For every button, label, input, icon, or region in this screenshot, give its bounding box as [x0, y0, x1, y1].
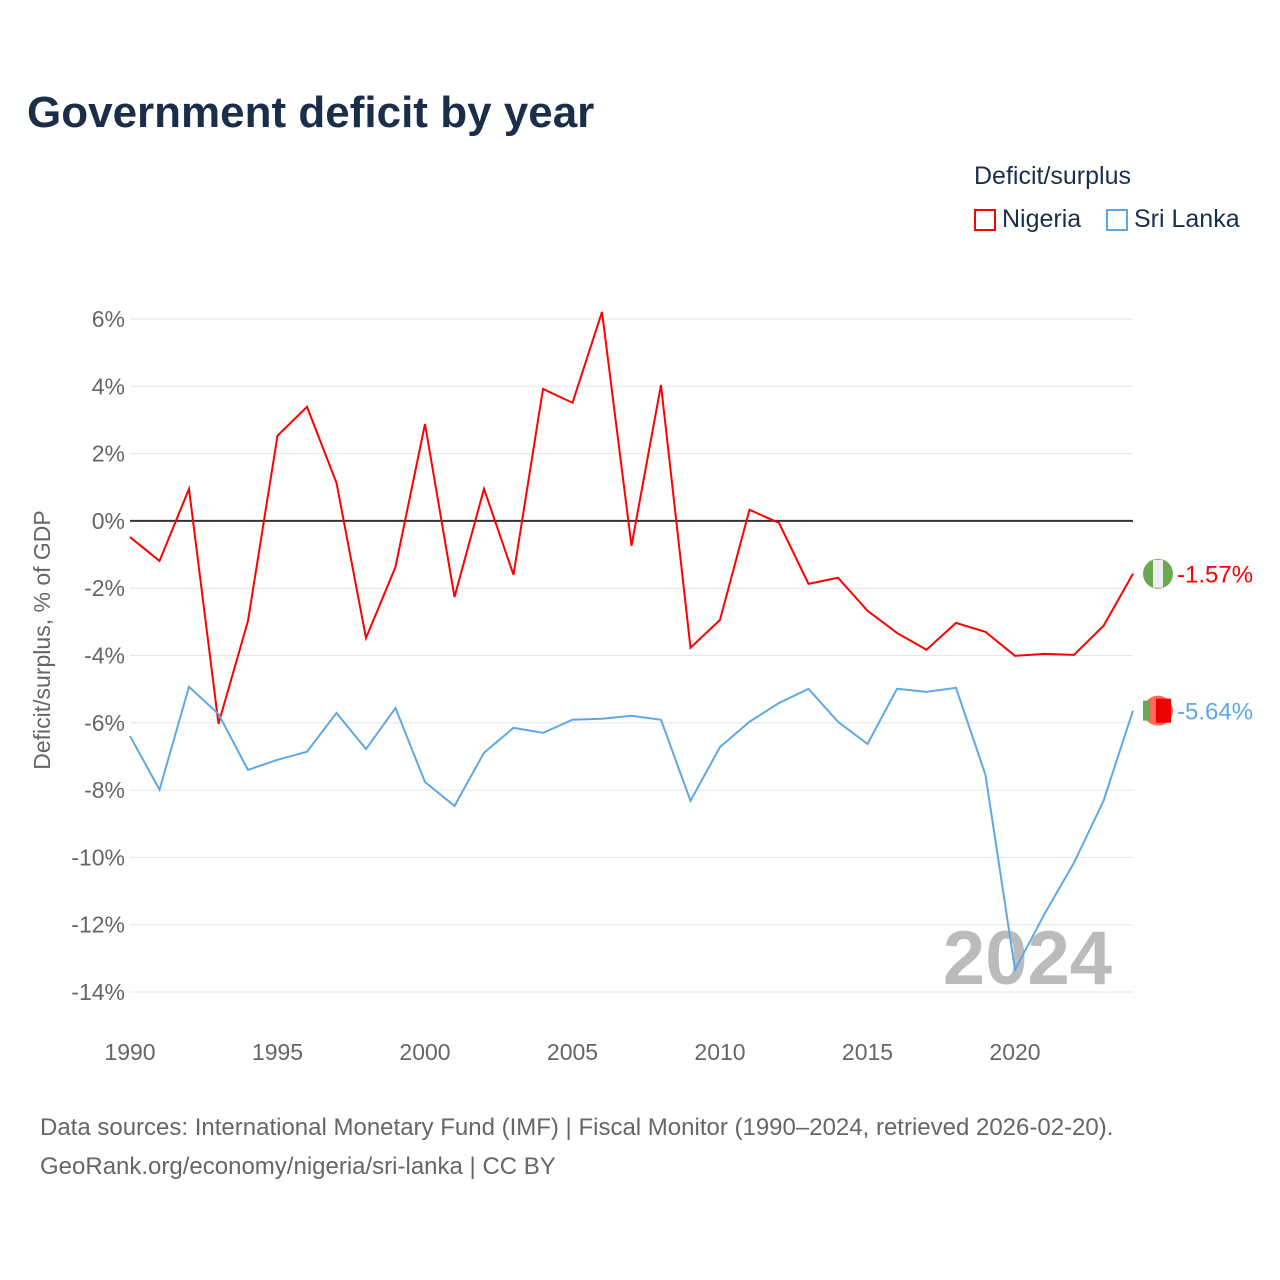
year-watermark: 2024: [943, 916, 1112, 1001]
y-tick-label: -4%: [84, 643, 125, 669]
source-line: Data sources: International Monetary Fun…: [40, 1114, 1114, 1141]
end-value-label: -5.64%: [1177, 699, 1253, 726]
x-tick-label: 2015: [842, 1039, 893, 1065]
y-axis-label: Deficit/surplus, % of GDP: [29, 510, 55, 769]
flag-panel: [1156, 698, 1171, 723]
chart-title: Government deficit by year: [27, 88, 595, 137]
legend-label: Sri Lanka: [1134, 205, 1240, 233]
y-tick-label: 0%: [92, 508, 125, 534]
legend-title: Deficit/surplus: [974, 162, 1131, 190]
y-tick-label: -2%: [84, 575, 125, 601]
legend-swatch: [974, 208, 996, 231]
y-tick-label: -10%: [71, 844, 125, 870]
flag-stripe: [1153, 559, 1163, 588]
source-note: Data sources: International Monetary Fun…: [40, 1108, 1113, 1186]
x-tick-label: 2005: [547, 1039, 598, 1065]
y-tick-label: -6%: [84, 710, 125, 736]
legend-item-sri-lanka[interactable]: Sri Lanka: [1106, 205, 1240, 234]
x-tick-label: 2020: [989, 1039, 1040, 1065]
y-tick-label: -14%: [71, 979, 125, 1005]
x-tick-label: 2000: [399, 1039, 450, 1065]
y-tick-label: -8%: [84, 777, 125, 803]
y-tick-label: 6%: [92, 306, 125, 332]
source-link[interactable]: GeoRank.org/economy/nigeria/sri-lanka | …: [40, 1153, 556, 1180]
series-line-sri-lanka: [129, 684, 1134, 973]
flag-stripe: [1143, 700, 1150, 721]
legend-label: Nigeria: [1002, 205, 1082, 233]
end-value-label: -1.57%: [1177, 562, 1253, 589]
x-tick-label: 2010: [694, 1039, 745, 1065]
x-tick-label: 1995: [252, 1039, 303, 1065]
y-tick-label: 4%: [92, 373, 125, 399]
y-tick-label: 2%: [92, 441, 125, 467]
y-tick-label: -12%: [71, 912, 125, 938]
series-line-nigeria: [129, 311, 1134, 725]
x-tick-label: 1990: [104, 1039, 155, 1065]
legend-swatch: [1106, 208, 1128, 231]
legend-item-nigeria[interactable]: Nigeria: [974, 205, 1081, 234]
